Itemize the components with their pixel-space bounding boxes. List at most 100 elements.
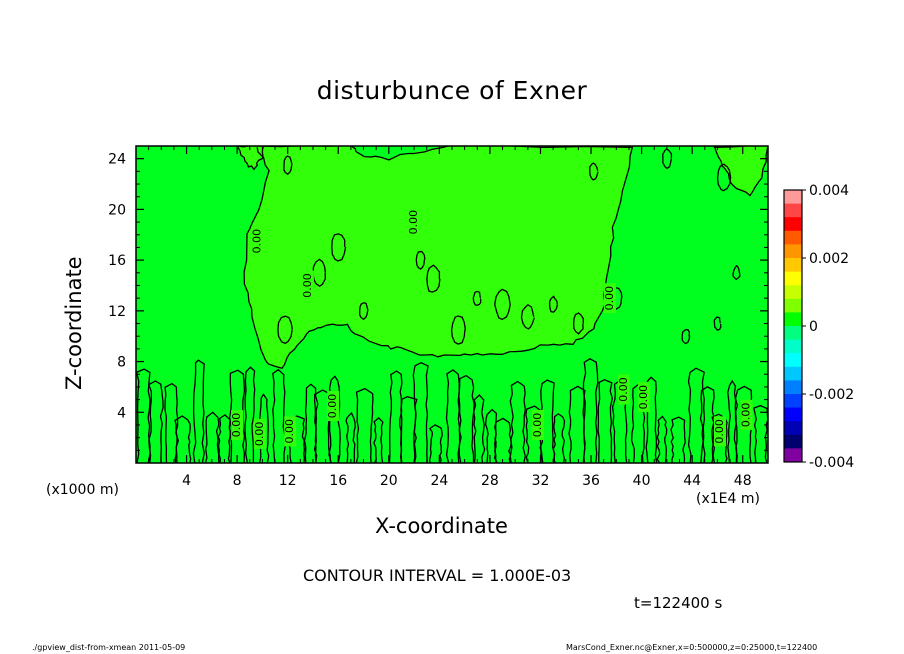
contour-line: [204, 411, 220, 463]
contour-line: [494, 288, 511, 321]
colorbar-swatch: [784, 203, 802, 218]
x-tick-label: 8: [233, 473, 242, 489]
contour-line: [509, 380, 526, 463]
colorbar-swatch: [784, 298, 802, 313]
contour-line: [355, 387, 374, 463]
contour-line: [426, 264, 441, 293]
contour-label-bg: [253, 418, 266, 449]
colorbar-label: -0.002: [809, 387, 854, 403]
contour-line: [716, 163, 732, 192]
contour-line: [373, 417, 384, 463]
contour-line: [644, 376, 658, 463]
contour-label-bg: [713, 416, 726, 447]
x-tick-label: 32: [532, 473, 550, 489]
contour-line: [687, 367, 706, 463]
contour-line: [458, 374, 475, 463]
x-tick-label: 16: [329, 473, 347, 489]
contour-label-bg: [327, 390, 340, 421]
contour-line: [473, 394, 486, 463]
colorbar-label: 0.002: [809, 251, 849, 267]
contour-label-bg: [638, 382, 651, 413]
contour-line: [582, 358, 599, 463]
chart-title: disturbunce of Exner: [316, 76, 588, 105]
x-tick-label: 28: [481, 473, 499, 489]
colorbar-swatch: [784, 258, 802, 273]
colorbar-swatch: [784, 394, 802, 409]
contour-line: [525, 405, 544, 463]
y-tick-label: 24: [108, 152, 126, 168]
x-tick-label: 48: [734, 473, 752, 489]
contour-label-bg: [531, 409, 544, 440]
contour-line: [589, 162, 599, 181]
contour-label: 0.00: [326, 394, 339, 419]
colorbar-label: 0: [809, 319, 818, 335]
y-tick-label: 16: [108, 253, 126, 269]
colorbar-label: -0.004: [809, 455, 854, 471]
x-tick-label: 24: [430, 473, 448, 489]
contour-line: [313, 389, 332, 463]
x-tick-label: 4: [182, 473, 191, 489]
contour-label: 0.00: [301, 273, 314, 298]
contour-line: [573, 312, 584, 335]
contour-line: [415, 250, 426, 270]
contour-label-bg: [604, 283, 616, 314]
contour-line: [713, 146, 768, 197]
contour-line: [552, 413, 566, 463]
contour-label: 0.00: [637, 385, 650, 410]
contour-line: [217, 414, 231, 463]
x-axis-unit-left: (x1000 m): [46, 482, 119, 498]
colorbar-swatch: [784, 190, 802, 205]
contour-label: 0.00: [713, 419, 726, 444]
contour-line: [670, 416, 686, 463]
colorbar-swatch: [784, 285, 802, 300]
contour-line: [713, 316, 722, 331]
footer-right: MarsCond_Exner.nc@Exner,x=0:500000,z=0:2…: [566, 643, 818, 652]
contour-label: 0.00: [250, 229, 263, 254]
y-tick-label: 20: [108, 202, 126, 218]
contour-label: 0.00: [617, 377, 630, 402]
y-axis-ticks: 4 8 12 16 20 24: [108, 152, 768, 451]
contour-line: [520, 303, 535, 330]
contour-line: [283, 155, 293, 176]
colorbar-swatch: [784, 271, 802, 286]
y-tick-label: 4: [117, 405, 126, 421]
contour-line: [345, 411, 356, 463]
colorbar-swatch: [784, 380, 802, 395]
contour-label: 0.00: [230, 413, 243, 438]
contour-line: [597, 378, 613, 463]
colorbar-swatch: [784, 326, 802, 341]
contour-line: [681, 328, 691, 345]
contour-label-bg: [284, 416, 297, 447]
x-axis-ticks: 4 8 12 16 20 24 28 32 36 40 44 48: [148, 146, 756, 489]
contour-line: [656, 415, 668, 463]
contour-line: [288, 415, 306, 463]
contour-label: 0.00: [283, 419, 296, 444]
contour-label-bg: [740, 399, 753, 430]
colorbar-swatch: [784, 244, 802, 259]
contour-line: [327, 375, 341, 463]
contour-line: [699, 386, 716, 463]
contour-line: [428, 424, 443, 463]
contour-lines: [136, 146, 768, 463]
contour-line: [192, 359, 205, 463]
colorbar-swatch: [784, 230, 802, 245]
y-tick-label: 8: [117, 355, 126, 371]
contour-line: [236, 146, 265, 171]
contour-line: [174, 415, 192, 463]
time-label: t=122400 s: [634, 594, 723, 612]
positive-region: [714, 146, 768, 197]
y-tick-label: 12: [108, 304, 126, 320]
contour-label-bg: [301, 270, 314, 301]
contour-line: [399, 396, 418, 463]
contour-line: [243, 146, 634, 369]
contour-label: 0.00: [407, 210, 420, 235]
x-tick-label: 40: [633, 473, 651, 489]
x-tick-label: 44: [683, 473, 701, 489]
contour-line: [484, 408, 498, 463]
colorbar-swatch: [784, 339, 802, 354]
contour-line: [548, 295, 559, 314]
contour-line: [136, 368, 151, 463]
contour-labels: 0.00 0.00 0.00 0.00 0.00 0.00 0.00 0.00 0.00 0.00…: [230, 207, 753, 449]
x-tick-label: 36: [582, 473, 600, 489]
